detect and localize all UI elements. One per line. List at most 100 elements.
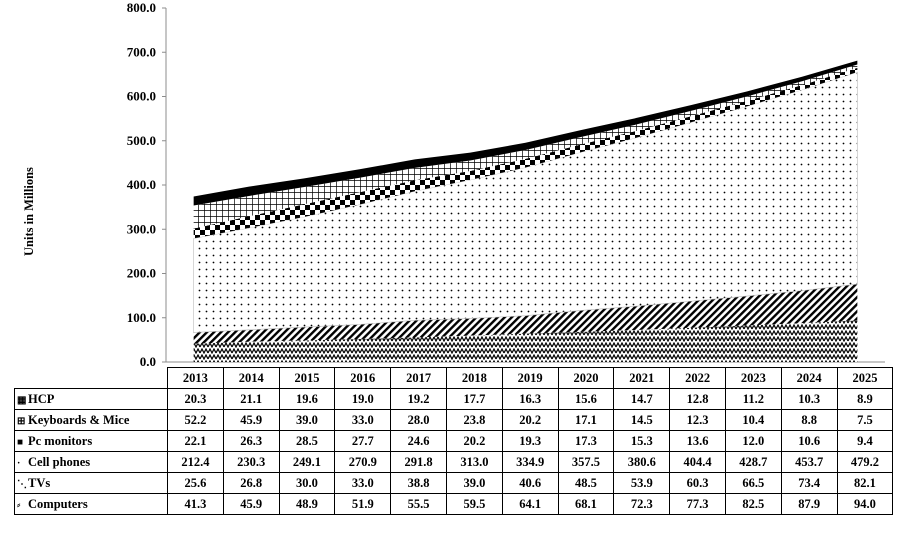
value-cell: 453.7 <box>780 451 838 473</box>
value-cell: 33.0 <box>334 409 392 431</box>
year-header-cell: 2019 <box>501 367 559 389</box>
value-cell: 26.8 <box>222 472 280 494</box>
value-cell: 26.3 <box>222 430 280 452</box>
value-cell: 14.7 <box>613 388 671 410</box>
value-cell: 12.8 <box>669 388 726 410</box>
value-cell: 41.3 <box>167 493 224 515</box>
table-row: ⋱TVs 25.6 26.8 30.0 33.0 38.8 39.0 40.6 48.5 53.9… <box>14 472 894 494</box>
value-cell: 8.8 <box>780 409 838 431</box>
series-label-cell: ▦ HCP <box>14 388 168 410</box>
area-series-group <box>193 60 858 362</box>
legend-key-icon: ■ <box>17 436 24 448</box>
value-cell: 334.9 <box>501 451 559 473</box>
year-header-cell: 2020 <box>557 367 615 389</box>
y-tick-label: 400.0 <box>127 177 156 192</box>
series-label-cell: ⊞ Keyboards & Mice <box>14 409 168 431</box>
value-cell: 13.6 <box>669 430 726 452</box>
y-axis-label: Units in Millions <box>22 167 36 256</box>
value-cell: 21.1 <box>222 388 280 410</box>
value-cell: 428.7 <box>724 451 782 473</box>
value-cell: 87.9 <box>780 493 838 515</box>
value-cell: 291.8 <box>390 451 447 473</box>
year-header-cell: 2015 <box>278 367 336 389</box>
value-cell: 16.3 <box>501 388 559 410</box>
value-cell: 380.6 <box>613 451 671 473</box>
value-cell: 14.5 <box>613 409 671 431</box>
legend-key-icon: ⸗ <box>17 499 21 511</box>
series-label: Computers <box>28 496 88 511</box>
value-cell: 357.5 <box>557 451 615 473</box>
value-cell: 212.4 <box>167 451 224 473</box>
value-cell: 404.4 <box>669 451 726 473</box>
value-cell: 249.1 <box>278 451 336 473</box>
value-cell: 82.1 <box>836 472 894 494</box>
value-cell: 19.3 <box>501 430 559 452</box>
value-cell: 25.6 <box>167 472 224 494</box>
series-label-cell: ⸗ Computers <box>14 493 168 515</box>
value-cell: 28.0 <box>390 409 447 431</box>
value-cell: 10.4 <box>724 409 782 431</box>
year-header-cell: 2013 <box>167 367 224 389</box>
value-cell: 73.4 <box>780 472 838 494</box>
value-cell: 77.3 <box>669 493 726 515</box>
value-cell: 82.5 <box>724 493 782 515</box>
year-header-row: 2013 2014 2015 2016 2017 2018 2019 2020 2021 2022… <box>14 367 894 389</box>
value-cell: 40.6 <box>501 472 559 494</box>
series-label-cell: · Cell phones <box>14 451 168 473</box>
value-cell: 20.2 <box>501 409 559 431</box>
value-cell: 230.3 <box>222 451 280 473</box>
value-cell: 51.9 <box>334 493 392 515</box>
value-cell: 20.2 <box>445 430 503 452</box>
series-label: Keyboards & Mice <box>28 412 130 427</box>
y-tick-label: 500.0 <box>127 133 156 148</box>
value-cell: 72.3 <box>613 493 671 515</box>
value-cell: 28.5 <box>278 430 336 452</box>
value-cell: 38.8 <box>390 472 447 494</box>
y-tick-label: 600.0 <box>127 89 156 104</box>
area-series-computers <box>193 320 858 362</box>
legend-key-icon: ⋱ <box>17 478 27 490</box>
value-cell: 12.3 <box>669 409 726 431</box>
value-cell: 59.5 <box>445 493 503 515</box>
year-header-cell: 2018 <box>445 367 503 389</box>
value-cell: 15.6 <box>557 388 615 410</box>
legend-key-icon: ⊞ <box>17 415 26 427</box>
value-cell: 45.9 <box>222 493 280 515</box>
value-cell: 20.3 <box>167 388 224 410</box>
year-header-cell: 2014 <box>222 367 280 389</box>
year-header-cell: 2024 <box>780 367 838 389</box>
year-header-cell: 2016 <box>334 367 392 389</box>
value-cell: 15.3 <box>613 430 671 452</box>
series-label: Pc monitors <box>28 433 93 448</box>
year-header-cell: 2023 <box>724 367 782 389</box>
value-cell: 270.9 <box>334 451 392 473</box>
value-cell: 17.7 <box>445 388 503 410</box>
value-cell: 313.0 <box>445 451 503 473</box>
value-cell: 9.4 <box>836 430 894 452</box>
value-cell: 33.0 <box>334 472 392 494</box>
value-cell: 48.9 <box>278 493 336 515</box>
value-cell: 60.3 <box>669 472 726 494</box>
value-cell: 55.5 <box>390 493 447 515</box>
value-cell: 11.2 <box>724 388 782 410</box>
y-tick-label: 100.0 <box>127 310 156 325</box>
table-row: ■ Pc monitors 22.1 26.3 28.5 27.7 24.6 20.2 19.3… <box>14 430 894 452</box>
value-cell: 479.2 <box>836 451 894 473</box>
y-tick-label: 0.0 <box>140 354 156 369</box>
value-cell: 17.1 <box>557 409 615 431</box>
value-cell: 27.7 <box>334 430 392 452</box>
area-series-pc-monitors <box>193 67 858 239</box>
series-label: TVs <box>28 475 51 490</box>
value-cell: 8.9 <box>836 388 894 410</box>
table-row: ▦ HCP 20.3 21.1 19.6 19.0 19.2 17.7 16.3 15.6 14.7… <box>14 388 894 410</box>
year-header-cell: 2017 <box>390 367 447 389</box>
value-cell: 24.6 <box>390 430 447 452</box>
value-cell: 19.0 <box>334 388 392 410</box>
value-cell: 22.1 <box>167 430 224 452</box>
table-corner <box>14 367 168 389</box>
series-label: HCP <box>28 391 55 406</box>
legend-key-icon: ▦ <box>17 394 27 406</box>
value-cell: 39.0 <box>445 472 503 494</box>
value-cell: 39.0 <box>278 409 336 431</box>
y-tick-label: 800.0 <box>127 0 156 15</box>
